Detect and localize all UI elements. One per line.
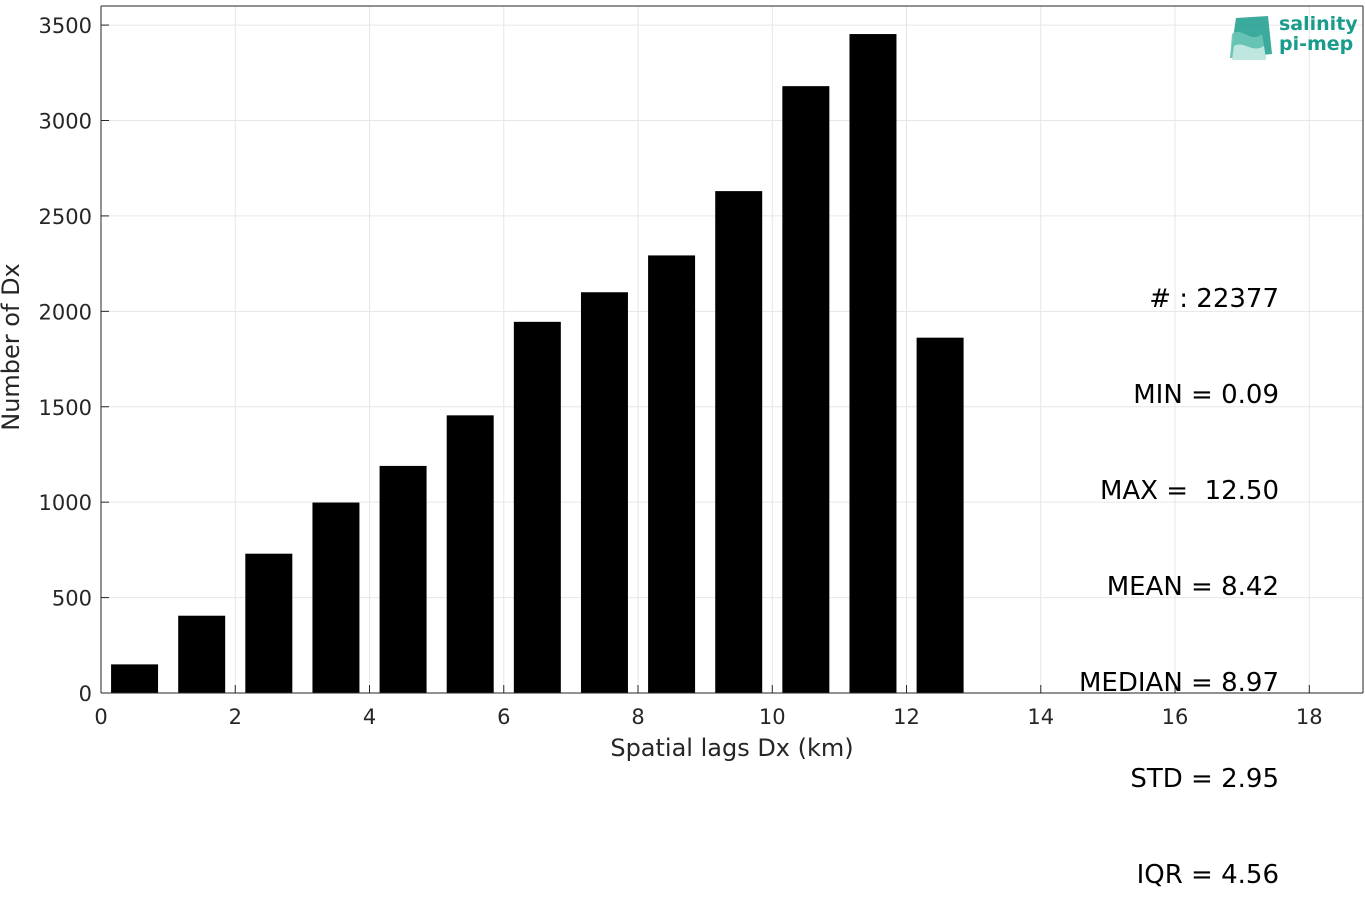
y-tick-label: 500 bbox=[52, 587, 92, 611]
x-tick-label: 12 bbox=[893, 705, 920, 729]
bar bbox=[446, 415, 494, 693]
bar bbox=[715, 191, 763, 693]
y-tick-labels: 0 500 1000 1500 2000 2500 3000 3500 bbox=[39, 14, 92, 706]
x-axis-label: Spatial lags Dx (km) bbox=[610, 734, 853, 762]
y-tick-label: 1500 bbox=[39, 396, 92, 420]
statistics-box: # : 22377 MIN = 0.09 MAX = 12.50 MEAN = … bbox=[1079, 219, 1279, 923]
y-tick-label: 1000 bbox=[39, 491, 92, 515]
bar bbox=[312, 502, 360, 693]
stat-iqr: IQR = 4.56 bbox=[1136, 860, 1279, 890]
y-tick-label: 3500 bbox=[39, 14, 92, 38]
x-tick-label: 6 bbox=[497, 705, 510, 729]
bars bbox=[111, 34, 964, 694]
axes bbox=[100, 5, 1364, 694]
stat-mean: MEAN = 8.42 bbox=[1106, 572, 1279, 602]
x-tick-label: 16 bbox=[1162, 705, 1189, 729]
bar bbox=[379, 465, 427, 693]
y-tick-label: 0 bbox=[79, 682, 92, 706]
stat-min: MIN = 0.09 bbox=[1133, 380, 1279, 410]
x-tick-label: 18 bbox=[1296, 705, 1323, 729]
bar bbox=[178, 615, 226, 693]
bar bbox=[245, 553, 293, 693]
bar bbox=[782, 86, 830, 693]
stat-median: MEDIAN = 8.97 bbox=[1079, 668, 1279, 698]
logo-line2: pi-mep bbox=[1279, 33, 1354, 55]
bar bbox=[513, 321, 561, 693]
bar bbox=[849, 34, 897, 694]
x-tick-labels: 0 2 4 6 8 10 12 14 16 18 bbox=[94, 705, 1322, 729]
y-tick-label: 2000 bbox=[39, 300, 92, 324]
x-tick-label: 4 bbox=[363, 705, 376, 729]
x-tick-label: 0 bbox=[94, 705, 107, 729]
logo-line1: salinity bbox=[1279, 13, 1358, 35]
x-tick-label: 2 bbox=[229, 705, 242, 729]
x-tick-label: 10 bbox=[759, 705, 786, 729]
stat-std: STD = 2.95 bbox=[1130, 764, 1279, 794]
logo-text: salinity pi-mep bbox=[1279, 14, 1358, 54]
y-tick-label: 2500 bbox=[39, 205, 92, 229]
bar bbox=[111, 664, 159, 693]
bar bbox=[580, 292, 628, 693]
stat-max: MAX = 12.50 bbox=[1099, 476, 1279, 506]
bar bbox=[648, 255, 696, 693]
x-tick-label: 14 bbox=[1027, 705, 1054, 729]
stat-count: # : 22377 bbox=[1149, 284, 1279, 314]
x-tick-label: 8 bbox=[631, 705, 644, 729]
bar bbox=[916, 337, 964, 693]
histogram-chart: 0 2 4 6 8 10 12 14 16 18 0 500 1000 1500 2000 2500 3000… bbox=[0, 5, 1364, 762]
y-tick-label: 3000 bbox=[39, 110, 92, 134]
salinity-pimep-logo-icon bbox=[1230, 16, 1272, 60]
y-axis-label: Number of Dx bbox=[0, 263, 25, 430]
